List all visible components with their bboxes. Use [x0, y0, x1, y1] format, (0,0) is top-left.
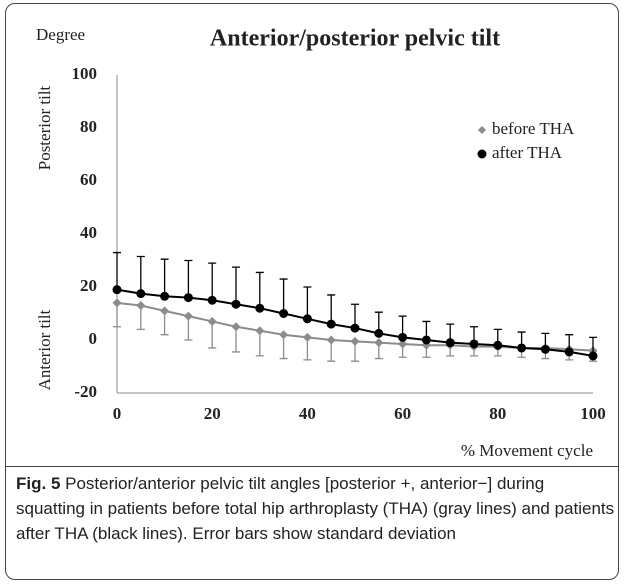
y-lower-label: Anterior tilt	[35, 309, 54, 390]
point	[112, 285, 122, 295]
point	[279, 330, 289, 340]
y-tick-label: 0	[89, 329, 98, 348]
point	[350, 336, 360, 346]
point	[398, 339, 408, 349]
y-tick-label: 100	[72, 64, 98, 83]
point	[207, 295, 217, 305]
point	[231, 322, 241, 332]
error-bar	[327, 294, 336, 325]
point	[374, 338, 384, 348]
error-bar	[113, 251, 121, 290]
point	[136, 289, 146, 299]
x-tick-label: 100	[580, 404, 606, 423]
point	[255, 303, 265, 313]
y-tick-label: 20	[80, 276, 97, 295]
point	[350, 323, 360, 333]
point	[112, 298, 122, 308]
point	[160, 291, 170, 301]
point	[564, 347, 574, 357]
error-bar	[255, 271, 264, 309]
point	[207, 316, 217, 326]
legend-label: after THA	[492, 143, 563, 162]
point	[326, 335, 336, 345]
error-bar	[279, 278, 288, 314]
y-upper-label: Posterior tilt	[35, 85, 54, 170]
point	[493, 340, 503, 350]
point	[136, 301, 146, 311]
point	[445, 338, 455, 348]
y-tick-label: 60	[80, 170, 97, 189]
x-tick-label: 80	[489, 404, 506, 423]
legend-marker	[477, 149, 487, 159]
separator	[5, 466, 619, 467]
point	[374, 328, 384, 338]
error-bar	[303, 286, 312, 319]
x-tick-label: 0	[113, 404, 122, 423]
point	[160, 306, 170, 316]
legend-marker	[478, 126, 486, 134]
caption-label: Fig. 5	[16, 474, 61, 493]
error-bar	[136, 255, 145, 294]
y-tick-label: -20	[74, 382, 97, 401]
y-tick-label: 40	[80, 223, 97, 242]
chart-title: Anterior/posterior pelvic tilt	[210, 26, 500, 52]
error-bar	[208, 262, 217, 301]
point	[302, 314, 312, 324]
error-bar	[184, 259, 193, 298]
chart: Degree Anterior/posterior pelvic tilt Po…	[35, 25, 606, 460]
point	[469, 339, 479, 349]
point	[588, 351, 598, 361]
x-tick-label: 40	[299, 404, 316, 423]
caption: Fig. 5 Posterior/anterior pelvic tilt an…	[16, 471, 616, 546]
point	[279, 309, 289, 318]
point	[302, 332, 312, 342]
point	[326, 319, 336, 329]
y-unit-label: Degree	[36, 25, 85, 44]
point	[255, 326, 265, 336]
legend-label: before THA	[492, 119, 575, 138]
point	[421, 335, 431, 345]
point	[398, 332, 408, 342]
point	[183, 293, 193, 303]
point	[540, 344, 550, 354]
point	[231, 299, 241, 309]
x-tick-label: 20	[204, 404, 221, 423]
caption-text: Posterior/anterior pelvic tilt angles [p…	[16, 474, 615, 543]
error-bar	[232, 266, 240, 305]
figure-frame	[5, 3, 619, 580]
error-bar	[160, 258, 169, 297]
x-tick-label: 60	[394, 404, 411, 423]
point	[183, 311, 193, 321]
point	[517, 343, 527, 353]
y-tick-label: 80	[80, 117, 97, 136]
x-axis-label: % Movement cycle	[461, 441, 593, 460]
